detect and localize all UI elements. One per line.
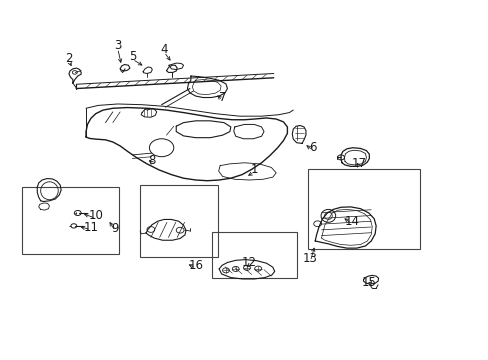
Text: 14: 14 bbox=[344, 215, 359, 228]
Text: 5: 5 bbox=[128, 50, 136, 63]
Text: 13: 13 bbox=[302, 252, 317, 265]
Text: 15: 15 bbox=[361, 276, 375, 289]
Text: 16: 16 bbox=[188, 259, 203, 272]
Text: 3: 3 bbox=[114, 39, 121, 52]
Text: 8: 8 bbox=[148, 154, 155, 167]
Text: 10: 10 bbox=[88, 210, 103, 222]
Text: 6: 6 bbox=[308, 141, 316, 154]
Text: 7: 7 bbox=[218, 91, 226, 104]
Text: 12: 12 bbox=[242, 256, 256, 269]
Bar bbox=[140, 185, 217, 257]
Bar bbox=[21, 187, 119, 253]
Text: 17: 17 bbox=[351, 157, 366, 170]
Text: 2: 2 bbox=[65, 51, 73, 64]
Text: 9: 9 bbox=[111, 222, 119, 235]
Text: 4: 4 bbox=[160, 42, 167, 55]
Text: 11: 11 bbox=[83, 221, 98, 234]
Bar bbox=[307, 168, 419, 249]
Text: 1: 1 bbox=[250, 163, 258, 176]
Bar bbox=[211, 231, 297, 278]
